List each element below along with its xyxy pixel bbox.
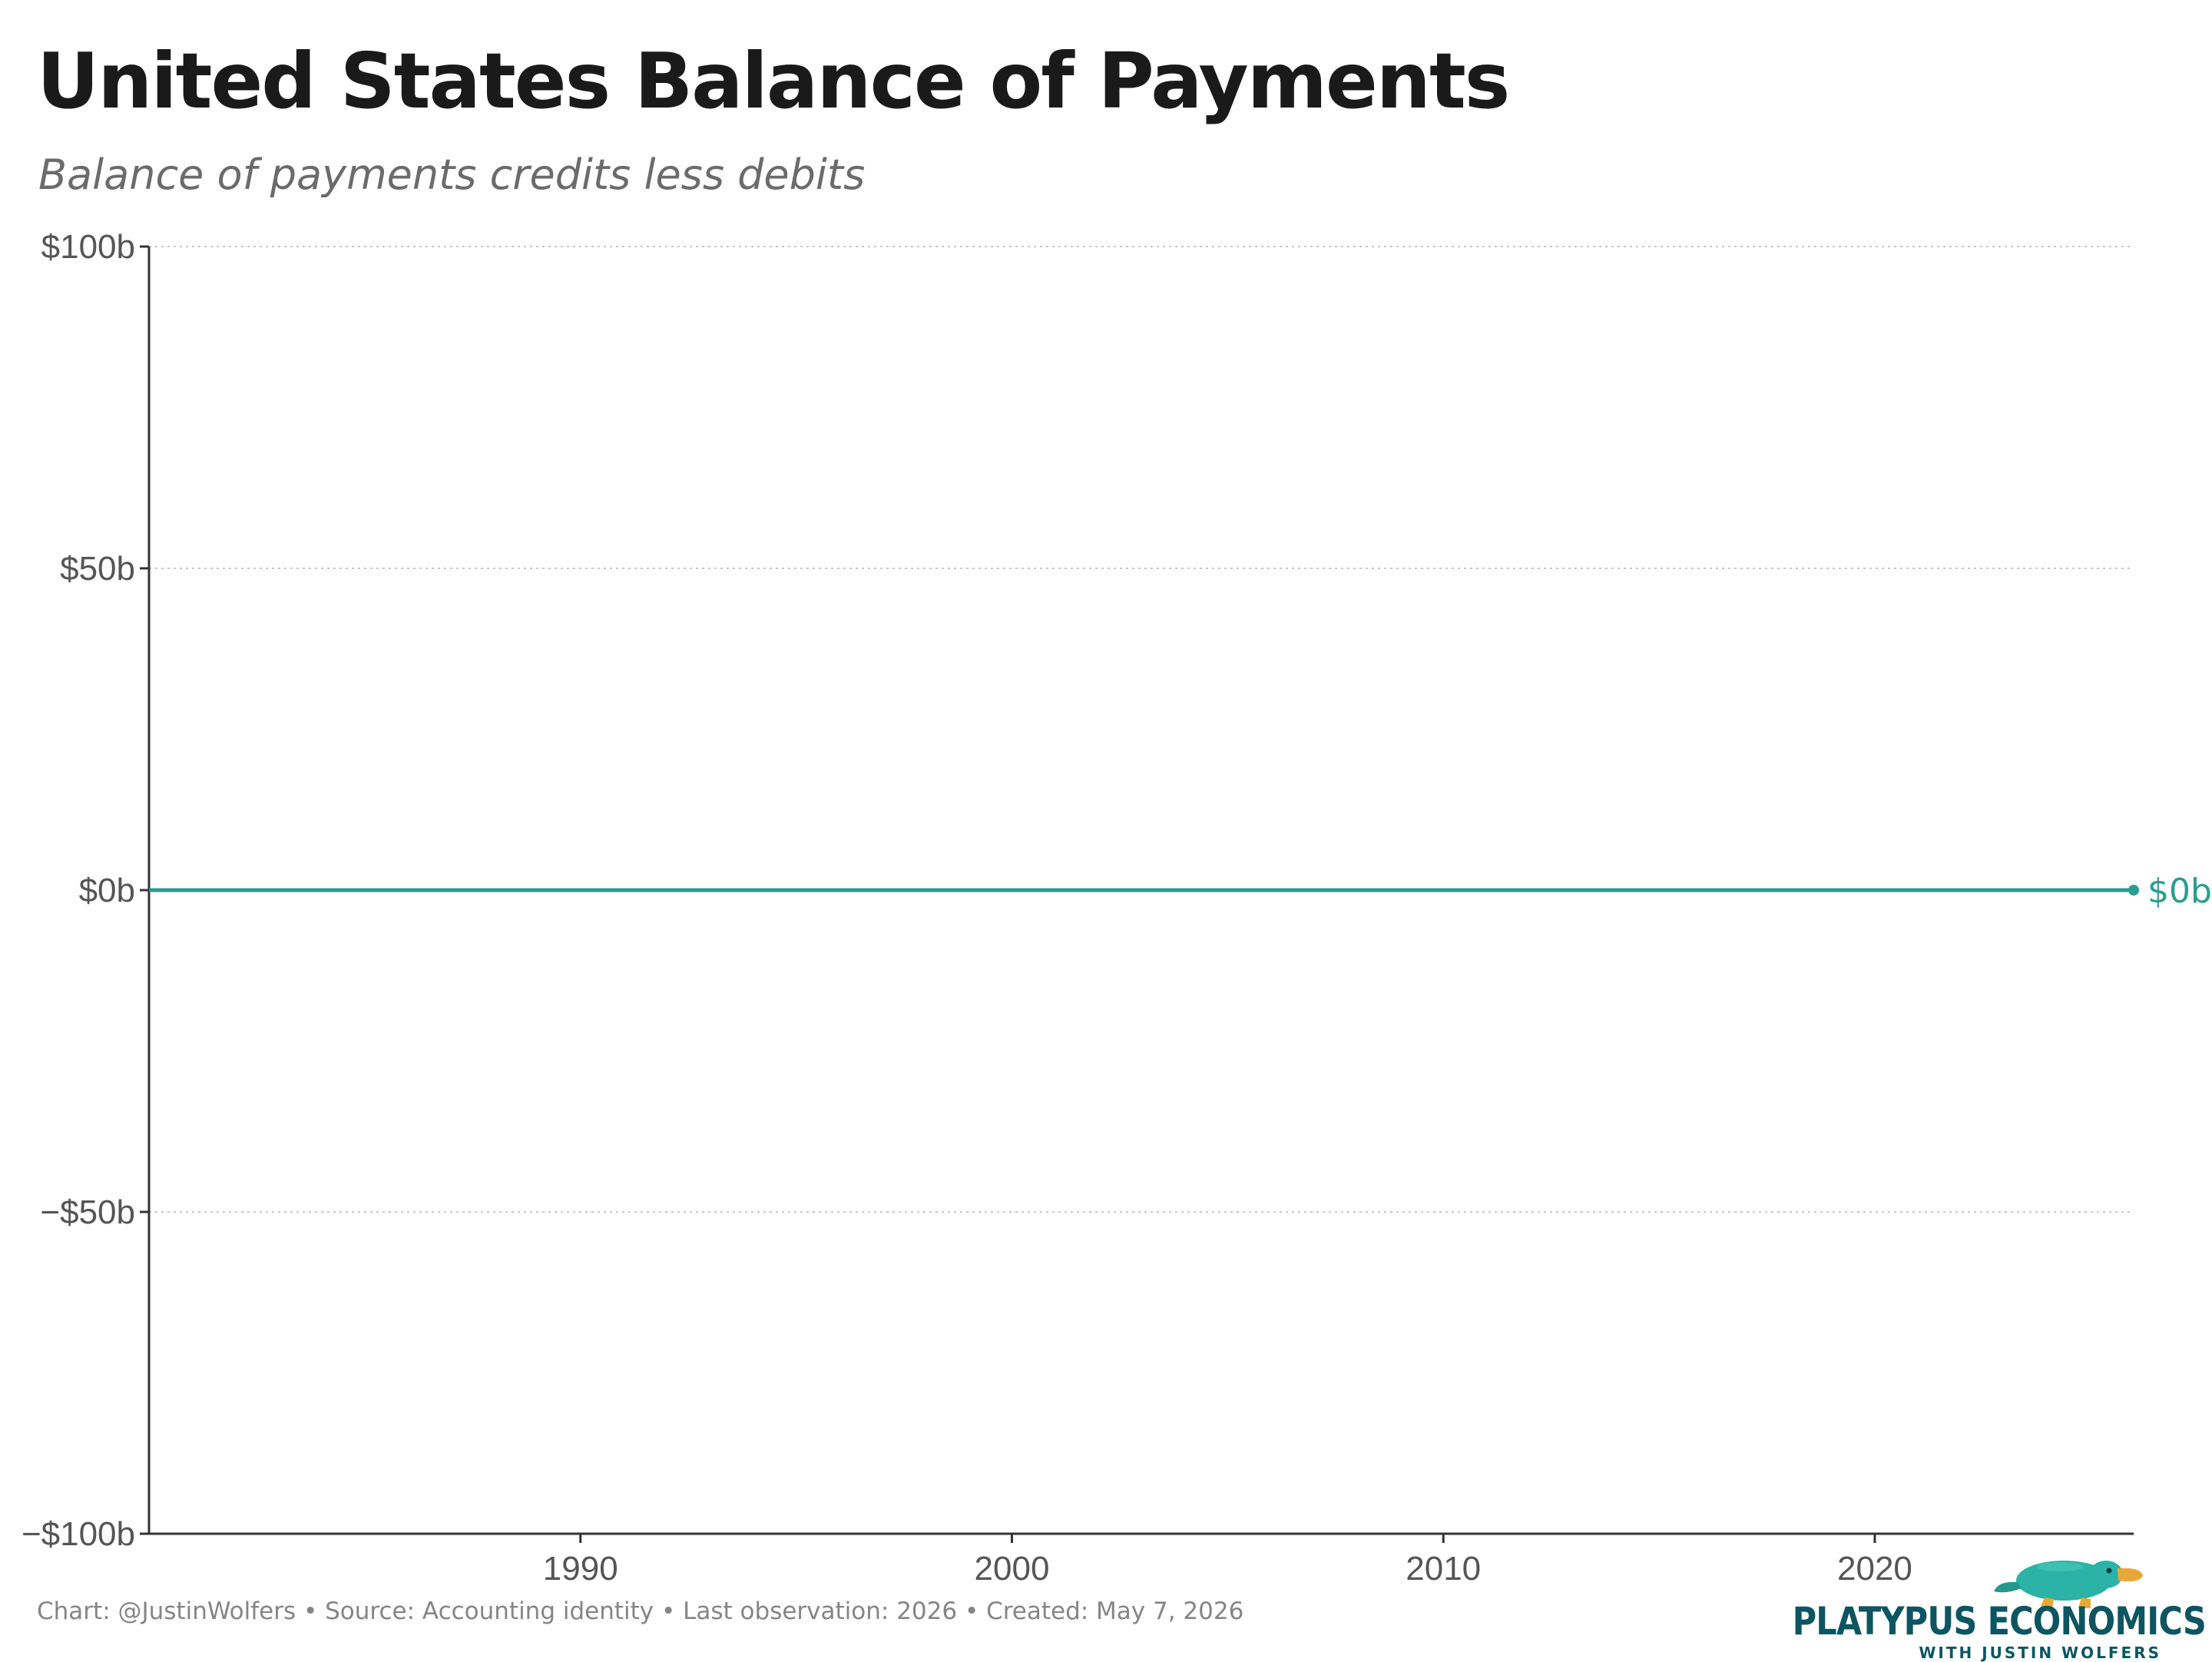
chart-footer: Chart: @JustinWolfers • Source: Accounti… [37,1597,1244,1625]
logo-tagline: WITH JUSTIN WOLFERS [1919,1644,2161,1662]
platypus-icon [1994,1561,2143,1608]
x-tick-label: 1990 [543,1550,618,1588]
y-tick-label: $100b [41,228,135,266]
y-axis-ticks: $100b $50b $0b −$50b −$100b [22,228,149,1553]
y-tick-label: $0b [79,872,135,909]
y-tick-label: $50b [60,550,135,588]
chart-subtitle: Balance of payments credits less debits [38,151,866,199]
gridlines [149,246,2134,1213]
series-end-label: $0b [2147,872,2212,911]
series-end-point [2128,885,2139,896]
x-tick-label: 2020 [1837,1550,1912,1588]
chart-title: United States Balance of Payments [37,36,1510,126]
x-tick-label: 2000 [975,1550,1050,1588]
y-tick-label: −$100b [22,1515,135,1553]
y-tick-label: −$50b [40,1194,135,1231]
series-layer: $0b [149,872,2212,911]
logo-wordmark: PLATYPUS ECONOMICS [1792,1599,2207,1644]
platypus-economics-logo: PLATYPUS ECONOMICS WITH JUSTIN WOLFERS [1793,1544,2207,1662]
x-axis-ticks: 1990 2000 2010 2020 [543,1534,1912,1588]
x-tick-label: 2010 [1406,1550,1481,1588]
